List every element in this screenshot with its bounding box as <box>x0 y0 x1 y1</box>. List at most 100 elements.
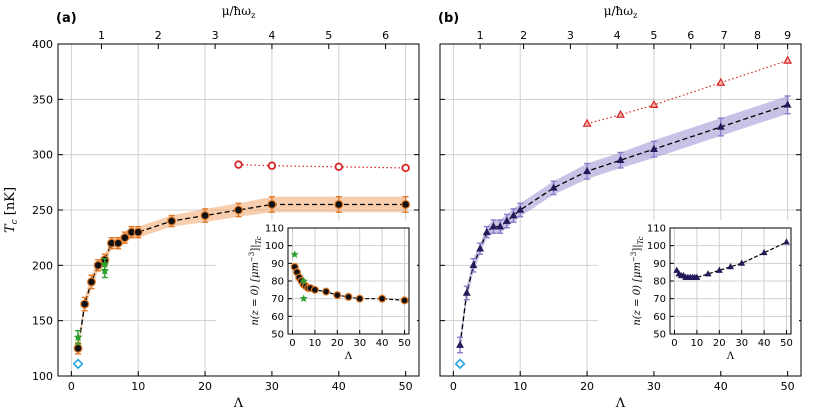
data-point <box>235 206 242 214</box>
inset-a: 0 10 20 30 40 50 50 60 70 80 90 100 110 Λn(z = 0) [μm… <box>216 220 417 371</box>
top-tick-label: 5 <box>325 29 332 42</box>
data-point <box>516 205 525 213</box>
inset-data-point <box>693 273 701 280</box>
data-point <box>168 217 175 225</box>
top-axis-label-sub: z <box>633 11 637 20</box>
x-tick-label: 50 <box>781 380 795 393</box>
x-tick-label: 0 <box>68 380 75 393</box>
inset-data-point <box>356 295 363 302</box>
data-point <box>616 109 625 118</box>
inset-data-point <box>299 276 308 285</box>
data-point <box>74 345 82 352</box>
inset-y-axis-label: n(z = 0) [μm−3]|Tc <box>248 236 263 325</box>
data-point <box>108 239 115 247</box>
inset-y-tick-label: 80 <box>271 277 284 288</box>
data-point <box>454 358 466 370</box>
x-tick-label: 10 <box>513 380 527 393</box>
y-tick-label: 100 <box>32 370 53 383</box>
inset-x-tick-label: 20 <box>713 338 726 349</box>
data-point <box>73 332 83 341</box>
data-point <box>583 166 592 175</box>
top-tick-label: 6 <box>687 29 694 42</box>
y-tick-label: 200 <box>32 259 53 272</box>
data-point <box>649 99 659 108</box>
inset-b: 0 10 20 30 40 50 50 60 70 80 90 100 110 Λn(z = 0) [μm… <box>598 220 799 371</box>
data-point <box>134 228 142 236</box>
inset-y-tick-label: 110 <box>647 224 666 235</box>
x-tick-label: 50 <box>399 380 413 393</box>
y-tick-label: 150 <box>32 315 53 328</box>
inset-x-tick-label: 10 <box>691 338 704 349</box>
data-point <box>509 211 518 219</box>
y-tick-label: 250 <box>32 204 53 217</box>
inset-y-tick-label: 70 <box>271 294 284 305</box>
inset-y-axis-label-sup: −3 <box>248 252 256 262</box>
panel-label: (b) <box>438 11 459 26</box>
inset-y-tick-label: 60 <box>653 312 666 323</box>
inset-data-point <box>401 297 408 304</box>
top-tick-label: 3 <box>212 29 219 42</box>
inset-x-axis-label: Λ <box>726 351 735 362</box>
data-point <box>128 228 135 236</box>
inset-data-point <box>345 294 352 300</box>
inset-data-point <box>673 266 681 273</box>
x-tick-label: 30 <box>265 380 279 393</box>
top-tick-label: 5 <box>650 29 657 42</box>
inset-y-axis-label-text: n(z = 0) [μm <box>250 262 261 326</box>
inset-y-tick-label: 110 <box>265 224 284 235</box>
inset-y-tick-label: 70 <box>653 294 666 305</box>
top-tick-label: 1 <box>98 29 105 42</box>
inset-data-point <box>299 294 308 303</box>
inset-x-tick-label: 20 <box>331 338 344 349</box>
inset-y-tick-label: 90 <box>271 259 284 270</box>
top-tick-label: 2 <box>520 29 527 42</box>
panel-label: (a) <box>56 11 77 26</box>
data-point <box>489 222 498 230</box>
inset-data-point <box>704 270 712 277</box>
inset-y-tick-label: 100 <box>647 241 666 252</box>
inset-y-tick-label: 80 <box>653 277 666 288</box>
top-axis-label: μ/ħωz <box>604 4 638 20</box>
inset-x-axis-label: Λ <box>344 351 353 362</box>
inset-x-tick-label: 30 <box>353 338 366 349</box>
data-point <box>502 216 511 224</box>
data-point <box>616 155 625 164</box>
top-axis-label-text: μ/ħω <box>222 4 252 18</box>
x-tick-label: 20 <box>580 380 594 393</box>
data-point <box>496 222 505 230</box>
top-tick-label: 4 <box>268 29 275 42</box>
inset-y-tick-label: 50 <box>653 330 666 341</box>
inset-data-point <box>334 292 341 298</box>
inset-data-point <box>715 266 723 273</box>
x-tick-label: 40 <box>714 380 728 393</box>
inset-data-point <box>290 250 299 258</box>
panel-b: 0 10 20 30 40 50 1 2 3 4 5 6 7 8 9 μ/ħωz Λ (b) 0 10 20 30 40 50… <box>438 4 802 411</box>
data-point <box>267 161 277 170</box>
inset-y-tick-label: 60 <box>271 312 284 323</box>
x-tick-label: 20 <box>198 380 212 393</box>
y-axis-label-main: T <box>3 223 18 233</box>
y-tick-label: 350 <box>32 93 53 106</box>
data-point <box>335 201 343 208</box>
top-axis-label-text: μ/ħω <box>604 4 634 18</box>
data-point <box>716 122 725 130</box>
data-point <box>401 163 410 173</box>
data-point <box>469 260 478 269</box>
data-point <box>81 300 89 308</box>
top-tick-label: 8 <box>754 29 761 42</box>
inset-y-axis-label-sup: −3 <box>630 252 638 262</box>
data-point <box>462 288 471 296</box>
inset-data-point <box>312 287 318 293</box>
top-axis-label-sub: z <box>251 11 255 20</box>
inset-y-axis-label-sub: Tc <box>637 236 645 244</box>
inset-y-axis-label-text: n(z = 0) [μm <box>632 262 643 326</box>
shaded-band <box>460 96 788 352</box>
data-point <box>201 212 209 219</box>
y-tick-label: 300 <box>32 149 53 162</box>
data-point <box>549 183 558 191</box>
inset-x-tick-label: 30 <box>735 338 748 349</box>
inset-y-tick-label: 50 <box>271 330 284 341</box>
data-point <box>649 144 658 152</box>
inset-data-point <box>379 295 385 302</box>
